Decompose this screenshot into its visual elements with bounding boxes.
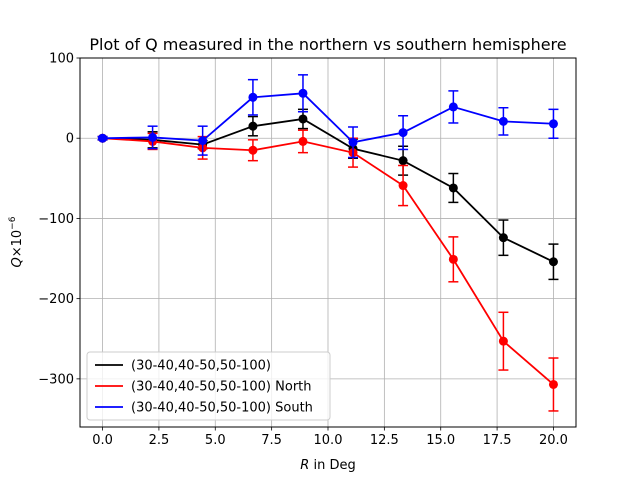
x-tick-label: 17.5 <box>483 433 512 448</box>
y-tick-label: 0 <box>66 132 74 147</box>
data-point <box>248 121 258 131</box>
data-point <box>548 379 558 389</box>
x-tick-label: 12.5 <box>370 433 399 448</box>
data-point <box>498 116 508 126</box>
x-tick-label: 5.0 <box>205 433 226 448</box>
data-point <box>298 136 308 146</box>
legend-label: (30-40,40-50,50-100) <box>131 359 271 374</box>
x-tick-label: 0.0 <box>92 433 113 448</box>
legend-label: (30-40,40-50,50-100) North <box>131 380 312 395</box>
data-point <box>198 136 208 146</box>
data-point <box>498 233 508 243</box>
data-point <box>348 137 358 147</box>
series-line <box>102 118 554 263</box>
data-point <box>298 114 308 124</box>
x-axis-label-text: in Deg <box>309 458 355 473</box>
x-tick-label: 2.5 <box>149 433 170 448</box>
series-layer <box>97 74 559 412</box>
y-axis-label-symbol: Q <box>10 257 25 267</box>
data-point <box>548 257 558 267</box>
x-tick-label: 7.5 <box>261 433 282 448</box>
ticks: 0.0 2.5 5.0 7.5 10.0 12.5 15.0 17.5 20.0 100 0 −100… <box>38 52 568 449</box>
data-point <box>248 92 258 102</box>
data-point <box>548 119 558 129</box>
data-point <box>98 133 108 143</box>
series-line <box>102 137 555 386</box>
data-point <box>398 156 408 166</box>
y-axis-label-times: ×10 <box>10 230 25 257</box>
series-2 <box>97 74 559 159</box>
series-line <box>102 92 554 144</box>
chart-title: Plot of Q measured in the northern vs so… <box>89 35 566 54</box>
legend-label: (30-40,40-50,50-100) South <box>131 401 313 416</box>
x-tick-label: 10.0 <box>314 433 343 448</box>
y-tick-label: −300 <box>38 372 74 387</box>
data-point <box>448 102 458 112</box>
x-tick-label: 20.0 <box>539 433 568 448</box>
legend-box <box>86 351 331 421</box>
data-point <box>448 254 458 264</box>
data-point <box>248 145 258 155</box>
y-tick-label: −100 <box>38 212 74 227</box>
data-point <box>298 88 308 98</box>
y-tick-label: 100 <box>49 52 74 67</box>
data-point <box>398 128 408 138</box>
x-axis-label-symbol: R <box>300 458 309 473</box>
data-point <box>398 181 408 191</box>
legend: (30-40,40-50,50-100) (30-40,40-50,50-100)… <box>86 351 331 421</box>
data-point <box>148 132 158 142</box>
y-tick-label: −200 <box>38 292 74 307</box>
data-point <box>448 183 458 193</box>
y-axis-label: Q×10−6 <box>8 216 25 267</box>
x-tick-label: 15.0 <box>426 433 455 448</box>
data-point <box>498 336 508 346</box>
x-axis-label: R in Deg <box>300 458 355 473</box>
y-axis-label-exponent: −6 <box>8 216 18 230</box>
